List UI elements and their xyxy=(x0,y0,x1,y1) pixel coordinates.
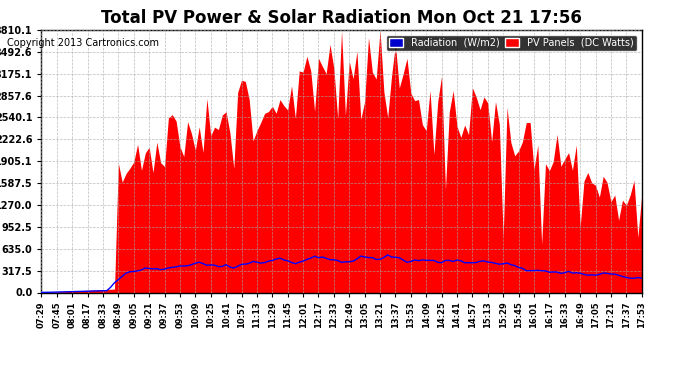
Title: Total PV Power & Solar Radiation Mon Oct 21 17:56: Total PV Power & Solar Radiation Mon Oct… xyxy=(101,9,582,27)
Text: Copyright 2013 Cartronics.com: Copyright 2013 Cartronics.com xyxy=(7,38,159,48)
Legend: Radiation  (W/m2), PV Panels  (DC Watts): Radiation (W/m2), PV Panels (DC Watts) xyxy=(386,35,637,51)
